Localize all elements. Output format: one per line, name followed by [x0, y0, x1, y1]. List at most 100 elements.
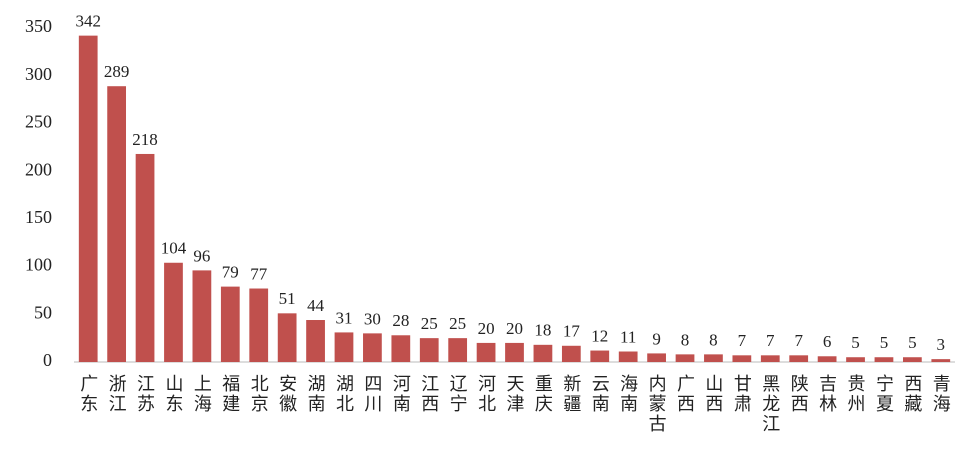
y-tick-label: 150 — [25, 207, 52, 227]
value-label: 31 — [335, 308, 352, 327]
x-tick-label: 黑龙江 — [760, 374, 780, 434]
y-tick-label: 50 — [34, 302, 52, 322]
x-tick-label: 山西 — [703, 374, 723, 414]
x-tick-label: 新疆 — [561, 374, 581, 414]
value-label: 28 — [392, 311, 409, 330]
bar — [220, 286, 240, 362]
bar — [590, 350, 610, 362]
x-tick-label: 湖北 — [334, 374, 354, 414]
y-tick-label: 200 — [25, 159, 52, 179]
x-tick-label: 贵州 — [846, 374, 866, 414]
value-label: 12 — [591, 326, 608, 345]
value-label: 20 — [506, 319, 523, 338]
x-tick-label: 山东 — [163, 374, 183, 414]
value-label: 8 — [709, 330, 718, 349]
bar — [789, 355, 809, 362]
value-label: 218 — [132, 130, 158, 149]
x-tick-label: 重庆 — [533, 374, 553, 414]
bar — [704, 354, 723, 362]
x-tick-label: 天津 — [505, 374, 525, 414]
bar — [334, 332, 354, 362]
x-tick-label: 海南 — [618, 374, 638, 414]
y-tick-label: 350 — [25, 16, 52, 36]
bar — [249, 288, 269, 362]
bar — [561, 345, 581, 362]
bar — [931, 359, 951, 362]
x-tick-label: 江西 — [419, 374, 439, 414]
value-label: 25 — [449, 314, 466, 333]
value-label: 342 — [75, 12, 101, 31]
value-label: 8 — [681, 330, 690, 349]
value-label: 9 — [652, 329, 661, 348]
bar — [647, 353, 666, 362]
value-label: 5 — [908, 333, 917, 352]
x-tick-label: 安徽 — [277, 374, 297, 414]
value-label: 6 — [823, 332, 832, 351]
bar — [277, 313, 297, 362]
value-label: 17 — [563, 322, 581, 341]
y-tick-label: 0 — [43, 350, 52, 370]
value-label: 96 — [193, 246, 210, 265]
x-tick-label: 陕西 — [789, 374, 809, 414]
value-label: 5 — [880, 333, 889, 352]
x-tick-label: 吉林 — [817, 374, 837, 414]
y-tick-label: 100 — [25, 255, 52, 275]
bar — [78, 35, 98, 363]
value-label: 44 — [307, 296, 325, 315]
x-tick-label: 广西 — [675, 374, 695, 414]
bar — [533, 344, 553, 362]
value-label: 5 — [851, 333, 860, 352]
bar — [874, 357, 894, 362]
value-label: 104 — [161, 239, 187, 258]
bar — [363, 333, 382, 362]
value-label: 25 — [421, 314, 438, 333]
x-tick-label: 西藏 — [902, 374, 922, 414]
bar — [505, 342, 524, 362]
value-label: 3 — [937, 335, 946, 354]
bar — [192, 270, 212, 362]
bar — [164, 262, 183, 362]
value-label: 11 — [620, 327, 636, 346]
bar — [476, 342, 496, 362]
x-tick-label: 广东 — [78, 374, 98, 414]
value-label: 79 — [222, 263, 239, 282]
value-label: 77 — [250, 264, 268, 283]
x-tick-label: 甘肃 — [732, 374, 752, 414]
x-tick-label: 北京 — [249, 374, 269, 414]
value-label: 7 — [738, 331, 747, 350]
bar — [760, 355, 780, 362]
value-label: 20 — [478, 319, 495, 338]
bar — [391, 335, 411, 362]
value-label: 289 — [104, 62, 130, 81]
x-tick-label: 河南 — [391, 374, 411, 414]
x-tick-label: 湖南 — [306, 374, 326, 414]
x-tick-label: 四川 — [362, 374, 382, 414]
x-tick-label: 云南 — [590, 374, 610, 414]
x-tick-label: 上海 — [192, 374, 212, 414]
bar — [675, 354, 695, 362]
x-tick-label: 江苏 — [135, 374, 155, 414]
bar — [902, 357, 922, 362]
bar — [846, 357, 865, 362]
bar — [419, 338, 439, 362]
x-tick-label: 河北 — [476, 374, 496, 414]
x-tick-label: 福建 — [220, 374, 240, 414]
bar — [107, 86, 127, 362]
bar — [135, 153, 155, 362]
value-label: 7 — [794, 331, 803, 350]
x-tick-label: 宁夏 — [874, 374, 894, 414]
y-tick-label: 250 — [25, 112, 52, 132]
value-label: 30 — [364, 309, 381, 328]
value-label: 7 — [766, 331, 775, 350]
bar — [618, 351, 638, 362]
bar — [448, 338, 468, 362]
x-tick-label: 内蒙古 — [647, 374, 667, 434]
value-label: 51 — [279, 289, 296, 308]
y-tick-label: 300 — [25, 64, 52, 84]
bar — [817, 356, 837, 362]
x-tick-label: 辽宁 — [448, 374, 468, 414]
value-label: 18 — [534, 321, 551, 340]
bar — [732, 355, 752, 362]
bar — [306, 320, 325, 362]
